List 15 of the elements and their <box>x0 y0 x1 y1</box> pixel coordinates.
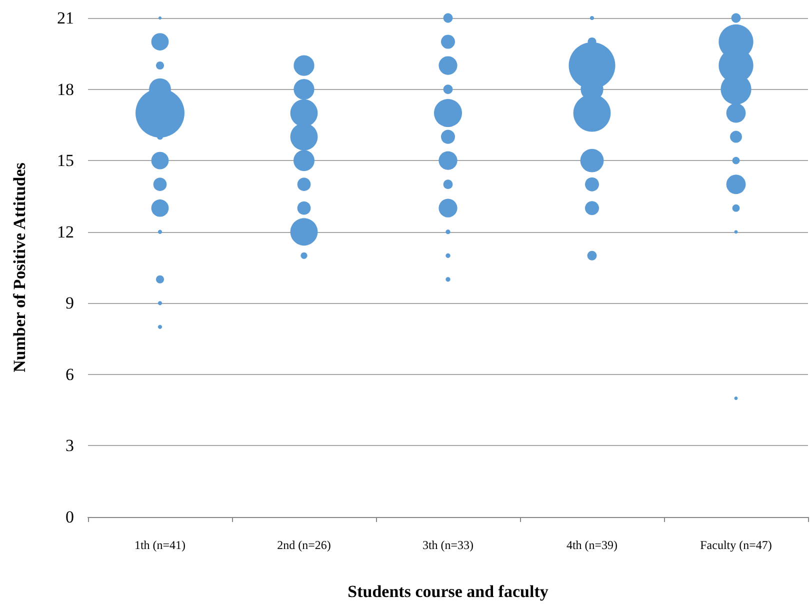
y-tick-label: 12 <box>57 222 74 242</box>
y-tick-label: 9 <box>66 294 74 313</box>
y-tick-label: 15 <box>57 151 74 170</box>
x-axis-title: Students course and faculty <box>348 582 549 601</box>
y-axis-title: Number of Positive Attitudes <box>10 162 29 372</box>
x-tick-label: 4th (n=39) <box>566 538 618 552</box>
y-tick-label: 21 <box>57 8 74 28</box>
x-tick-label: Faculty (n=47) <box>700 538 772 552</box>
y-tick-label: 18 <box>57 80 74 99</box>
x-tick-label: 2nd (n=26) <box>277 538 331 552</box>
x-tick-label: 3th (n=33) <box>422 538 474 552</box>
y-tick-label: 3 <box>66 436 74 456</box>
x-tick-label: 1th (n=41) <box>134 538 186 552</box>
y-tick-label: 0 <box>66 508 74 526</box>
y-tick-label: 6 <box>66 364 74 384</box>
